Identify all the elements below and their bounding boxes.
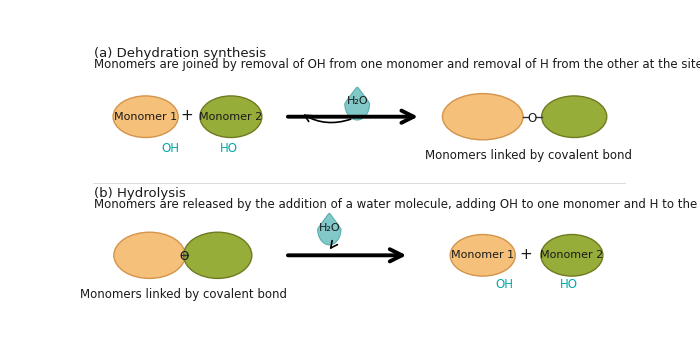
Ellipse shape	[183, 232, 252, 278]
Text: OH: OH	[161, 142, 179, 155]
Text: Monomer 1: Monomer 1	[114, 112, 177, 122]
Text: Monomers are released by the addition of a water molecule, adding OH to one mono: Monomers are released by the addition of…	[94, 197, 700, 211]
Polygon shape	[318, 213, 341, 245]
Ellipse shape	[541, 234, 603, 276]
Text: Monomer 2: Monomer 2	[540, 250, 603, 260]
Text: O: O	[180, 250, 189, 263]
Text: Monomer 2: Monomer 2	[199, 112, 262, 122]
Text: Monomer 1: Monomer 1	[452, 250, 514, 260]
Text: (b) Hydrolysis: (b) Hydrolysis	[94, 187, 186, 200]
Text: OH: OH	[495, 278, 513, 291]
Polygon shape	[345, 87, 370, 120]
Text: Monomers linked by covalent bond: Monomers linked by covalent bond	[80, 287, 287, 301]
Text: HO: HO	[559, 278, 578, 291]
Text: O: O	[528, 112, 537, 125]
Ellipse shape	[542, 96, 607, 138]
Text: Monomers are joined by removal of OH from one monomer and removal of H from the : Monomers are joined by removal of OH fro…	[94, 58, 700, 71]
Text: (a) Dehydration synthesis: (a) Dehydration synthesis	[94, 48, 266, 60]
Text: Monomers linked by covalent bond: Monomers linked by covalent bond	[425, 149, 632, 162]
Ellipse shape	[113, 96, 178, 138]
Ellipse shape	[450, 234, 515, 276]
Text: +: +	[520, 247, 533, 262]
Text: H₂O: H₂O	[319, 223, 341, 233]
Ellipse shape	[442, 94, 523, 140]
Ellipse shape	[114, 232, 185, 278]
Ellipse shape	[200, 96, 262, 138]
Text: +: +	[181, 109, 193, 123]
Text: H₂O: H₂O	[347, 96, 369, 106]
Text: HO: HO	[220, 142, 238, 155]
